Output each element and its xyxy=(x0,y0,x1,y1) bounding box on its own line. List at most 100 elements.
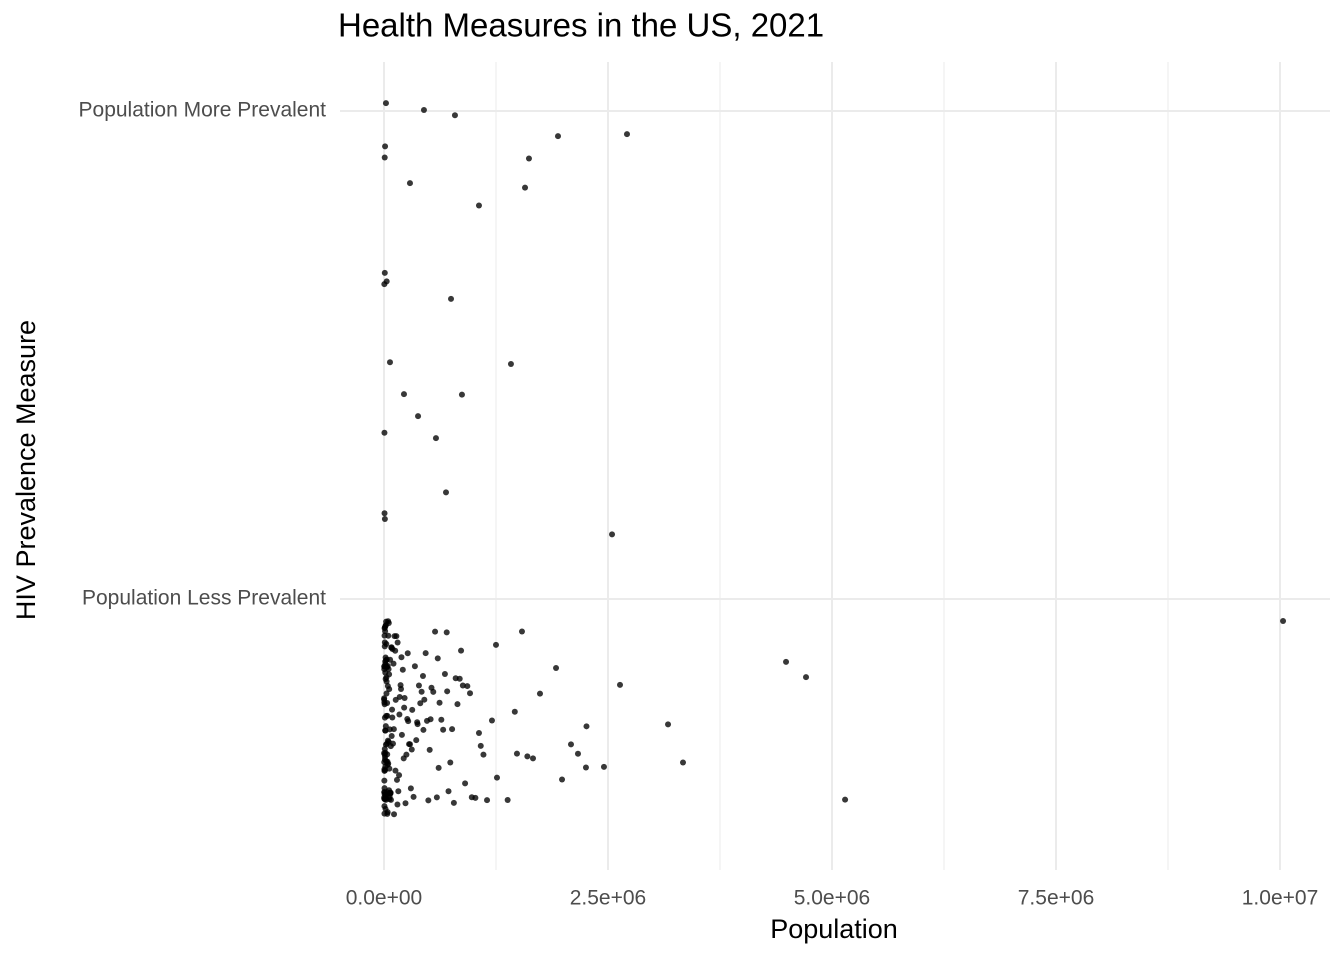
point xyxy=(451,112,458,119)
point xyxy=(488,717,495,724)
point xyxy=(411,663,418,670)
point xyxy=(511,708,518,715)
point xyxy=(381,643,388,650)
point xyxy=(404,715,411,722)
point xyxy=(435,764,442,771)
point xyxy=(396,711,403,718)
point xyxy=(397,682,404,689)
point xyxy=(432,435,439,442)
point xyxy=(484,797,491,804)
point xyxy=(458,391,465,398)
point xyxy=(467,690,474,697)
point xyxy=(381,701,388,708)
point xyxy=(554,133,561,140)
point xyxy=(394,801,401,808)
point xyxy=(415,682,422,689)
point xyxy=(383,674,390,681)
point xyxy=(381,789,388,796)
point xyxy=(443,629,450,636)
point xyxy=(381,154,388,161)
point xyxy=(679,759,686,766)
point xyxy=(386,359,393,366)
point xyxy=(609,531,616,538)
point xyxy=(574,750,581,757)
point xyxy=(399,666,406,673)
point xyxy=(390,660,397,667)
point xyxy=(468,794,475,801)
point xyxy=(391,811,398,818)
point xyxy=(454,701,461,708)
point xyxy=(480,751,487,758)
point xyxy=(406,180,413,187)
point xyxy=(401,704,408,711)
point xyxy=(447,759,454,766)
point xyxy=(392,696,399,703)
point xyxy=(388,644,395,651)
point xyxy=(383,278,390,285)
y-tick-label: Population Less Prevalent xyxy=(82,587,326,610)
point xyxy=(381,269,388,276)
point xyxy=(524,753,531,760)
point xyxy=(567,741,574,748)
point xyxy=(394,639,401,646)
point xyxy=(559,776,566,783)
point xyxy=(419,673,426,680)
point xyxy=(464,683,471,690)
y-tick-label: Population More Prevalent xyxy=(79,99,327,122)
point xyxy=(522,184,529,191)
point xyxy=(582,764,589,771)
point xyxy=(445,788,452,795)
x-tick-label: 5.0e+06 xyxy=(794,887,871,910)
point xyxy=(434,655,441,662)
point xyxy=(507,361,514,368)
point xyxy=(409,706,416,713)
point xyxy=(477,742,484,749)
point xyxy=(448,295,455,302)
point xyxy=(393,776,400,783)
point xyxy=(433,794,440,801)
point xyxy=(406,741,413,748)
point xyxy=(438,716,445,723)
point xyxy=(421,696,428,703)
point xyxy=(493,774,500,781)
point xyxy=(382,723,389,730)
point xyxy=(665,721,672,728)
point xyxy=(381,632,388,639)
point xyxy=(383,758,390,765)
point xyxy=(407,785,414,792)
point xyxy=(420,107,427,114)
point xyxy=(450,799,457,806)
point xyxy=(623,131,630,138)
point xyxy=(382,143,389,150)
point xyxy=(390,726,397,733)
point xyxy=(401,694,408,701)
point xyxy=(441,671,448,678)
point xyxy=(583,723,590,730)
point xyxy=(462,780,469,787)
point xyxy=(422,650,429,657)
point xyxy=(475,202,482,209)
point xyxy=(381,663,388,670)
point xyxy=(504,796,511,803)
point xyxy=(783,658,790,665)
point xyxy=(398,731,405,738)
point xyxy=(392,767,399,774)
point xyxy=(402,800,409,807)
point xyxy=(386,787,393,794)
point xyxy=(492,641,499,648)
x-tick-label: 1.0e+07 xyxy=(1242,887,1319,910)
point xyxy=(617,681,624,688)
point xyxy=(459,682,466,689)
point xyxy=(396,772,403,779)
point xyxy=(553,664,560,671)
point xyxy=(458,647,465,654)
point xyxy=(400,391,407,398)
point xyxy=(417,700,424,707)
point xyxy=(414,719,421,726)
x-tick-label: 7.5e+06 xyxy=(1018,887,1095,910)
point xyxy=(381,767,388,774)
point xyxy=(427,716,434,723)
point xyxy=(388,733,395,740)
point xyxy=(383,657,390,664)
